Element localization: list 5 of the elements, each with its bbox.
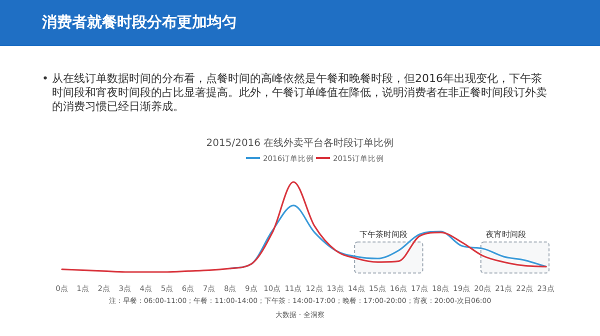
band-label: 夜宵时间段	[486, 230, 526, 239]
text: • 从在线订单数据时间的分布看，点餐时间的高峰依然是午餐和晚餐时段，但2016年出现变化，下午茶时间段和宵夜时间段的占比显著提高。此外，午餐订单峰值在降低，说明消费者在非正餐时间段订外卖的消费习惯已经日渐养成。	[42, 72, 548, 114]
band-label: 下午茶时间段	[360, 230, 408, 239]
chart-title: 消费者就餐时段分布更加均匀	[42, 13, 237, 32]
chart-subtitle: 2015/2016 在线外卖平台各时段订单比例	[206, 137, 394, 149]
